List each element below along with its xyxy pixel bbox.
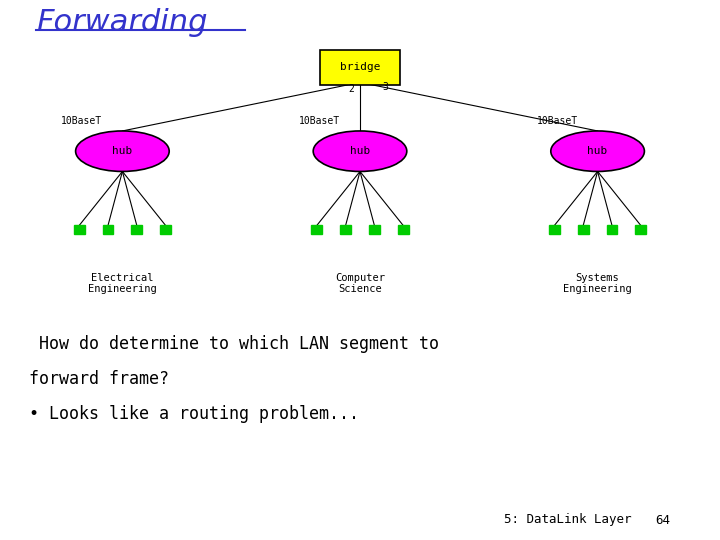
FancyBboxPatch shape	[340, 226, 351, 233]
FancyBboxPatch shape	[577, 226, 589, 233]
FancyBboxPatch shape	[398, 226, 409, 233]
Text: hub: hub	[588, 146, 608, 156]
Ellipse shape	[76, 131, 169, 172]
Text: bridge: bridge	[340, 63, 380, 72]
FancyBboxPatch shape	[320, 50, 400, 85]
Text: forward frame?: forward frame?	[29, 370, 168, 388]
Ellipse shape	[551, 131, 644, 172]
Text: 64: 64	[655, 514, 670, 526]
Text: hub: hub	[112, 146, 132, 156]
Ellipse shape	[313, 131, 407, 172]
FancyBboxPatch shape	[549, 226, 560, 233]
Text: • Looks like a routing problem...: • Looks like a routing problem...	[29, 405, 359, 423]
Text: 10BaseT: 10BaseT	[299, 117, 340, 126]
FancyBboxPatch shape	[369, 226, 380, 233]
Text: 3: 3	[382, 83, 388, 92]
Text: hub: hub	[350, 146, 370, 156]
FancyBboxPatch shape	[606, 226, 618, 233]
Text: 5: DataLink Layer: 5: DataLink Layer	[504, 514, 631, 526]
Text: 2: 2	[348, 84, 354, 94]
Text: Forwarding: Forwarding	[36, 8, 207, 37]
FancyBboxPatch shape	[103, 226, 114, 233]
FancyBboxPatch shape	[132, 226, 143, 233]
FancyBboxPatch shape	[635, 226, 647, 233]
Text: 10BaseT: 10BaseT	[61, 117, 102, 126]
Text: Electrical
Engineering: Electrical Engineering	[88, 273, 157, 294]
FancyBboxPatch shape	[311, 226, 323, 233]
Text: How do determine to which LAN segment to: How do determine to which LAN segment to	[29, 335, 438, 353]
Text: Systems
Engineering: Systems Engineering	[563, 273, 632, 294]
FancyBboxPatch shape	[74, 226, 85, 233]
FancyBboxPatch shape	[160, 226, 171, 233]
Text: 10BaseT: 10BaseT	[536, 117, 577, 126]
Text: Computer
Science: Computer Science	[335, 273, 385, 294]
